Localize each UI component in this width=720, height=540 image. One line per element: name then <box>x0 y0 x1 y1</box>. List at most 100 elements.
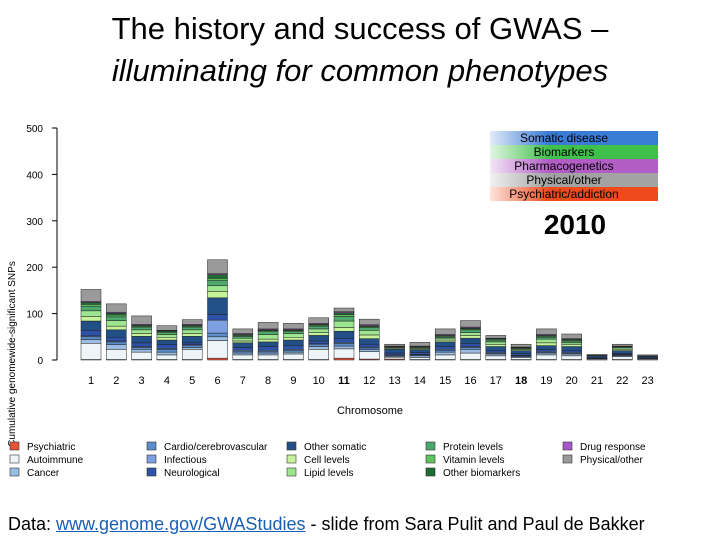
bar-segment <box>131 326 152 331</box>
bar-segment <box>384 349 405 354</box>
bar-chr-14 <box>409 342 431 361</box>
bar-segment <box>207 314 228 321</box>
bar-segment <box>283 323 304 330</box>
legend-swatch <box>146 454 157 464</box>
bar-segment <box>359 347 380 351</box>
x-tick-label: 16 <box>464 375 476 387</box>
bar-segment <box>536 349 557 352</box>
bar-segment <box>131 315 152 325</box>
slide-title: The history and success of GWAS – illumi… <box>0 8 720 92</box>
legend-swatch <box>146 441 157 451</box>
bar-chr-16 <box>460 320 481 361</box>
bar-segment <box>637 354 658 357</box>
title-line-2: illuminating for common phenotypes <box>111 53 609 88</box>
x-tick-label: 4 <box>164 375 170 387</box>
bar-segment <box>106 329 127 338</box>
bar-segment <box>359 334 380 339</box>
gwas-studies-link[interactable]: www.genome.gov/GWAStudies <box>56 514 306 534</box>
bar-segment <box>207 259 228 274</box>
bar-segment <box>333 338 355 343</box>
bar-segment <box>434 350 456 353</box>
legend-swatch <box>9 441 20 451</box>
bar-segment <box>536 352 557 356</box>
bar-segment <box>485 346 507 351</box>
bar-segment <box>308 344 329 347</box>
legend-label: Cancer <box>27 468 60 479</box>
key-label: Biomarkers <box>534 145 595 159</box>
bar-segment <box>460 347 481 350</box>
category-key: Somatic diseaseBiomarkersPharmacogenetic… <box>490 131 658 201</box>
bar-segment <box>333 343 355 347</box>
bar-segment <box>384 352 405 356</box>
bar-segment <box>106 325 127 331</box>
bar-segment <box>536 354 557 360</box>
bar-segment <box>561 344 582 347</box>
bar-segment <box>485 341 507 345</box>
bar-segment <box>460 332 481 336</box>
bar-segment <box>131 329 152 334</box>
bar-segment <box>156 339 178 345</box>
bar-chr-23 <box>637 354 658 361</box>
legend-label: Drug response <box>580 442 646 453</box>
bar-segment <box>434 337 456 341</box>
bar-segment <box>207 332 228 338</box>
bar-segment <box>80 289 102 302</box>
bar-segment <box>80 320 102 331</box>
bar-segment <box>106 349 127 360</box>
bar-segment <box>257 338 279 343</box>
bar-chr-3 <box>131 315 152 361</box>
bar-segment <box>308 340 329 345</box>
bar-segment <box>510 350 532 354</box>
gwas-chart: Cumulative genomewide-significant SNPs 0… <box>7 124 658 479</box>
y-tick-label: 100 <box>26 310 43 321</box>
bar-segment <box>106 312 127 316</box>
legend-label: Cell levels <box>304 455 350 466</box>
bar-segment <box>283 337 304 341</box>
x-tick-label: 13 <box>388 375 400 387</box>
y-axis: 0 100 200 300 400 500 <box>26 124 58 367</box>
legend-label: Protein levels <box>443 442 503 453</box>
bar-segment <box>536 338 557 344</box>
bar-segment <box>80 330 102 337</box>
bar-segment <box>333 316 355 322</box>
bar-segment <box>181 345 203 348</box>
bar-segment <box>384 356 405 360</box>
legend-swatch <box>425 467 436 477</box>
bar-chr-7 <box>232 328 254 361</box>
bar-segment <box>485 339 507 343</box>
bar-segment <box>561 346 582 351</box>
bar-chr-10 <box>308 317 329 361</box>
bar-segment <box>283 351 304 355</box>
bar-segment <box>156 344 178 349</box>
bar-segment <box>283 333 304 338</box>
y-tick-label: 300 <box>26 217 43 228</box>
bar-segment <box>156 332 178 335</box>
bar-segment <box>308 346 329 350</box>
x-axis-tick-labels: 1 2 3 4 5 6 7 8 9 10 11 12 13 14 15 16 17 18 19 20 21 22 23 <box>88 375 654 387</box>
legend-label: Other biomarkers <box>443 468 520 479</box>
bar-segment <box>207 297 228 315</box>
x-tick-label: 6 <box>214 375 220 387</box>
bar-segment <box>283 331 304 334</box>
x-tick-label: 18 <box>515 375 527 387</box>
key-label: Physical/other <box>526 173 601 187</box>
bar-chr-19 <box>536 328 557 361</box>
bar-segment <box>232 347 254 351</box>
bar-segment <box>156 354 178 360</box>
legend-label: Other somatic <box>304 442 366 453</box>
bar-segment <box>207 340 228 359</box>
bar-segment <box>434 328 456 335</box>
key-label: Somatic disease <box>520 131 608 145</box>
bar-chr-9 <box>283 323 304 361</box>
y-tick-label: 0 <box>37 356 43 367</box>
legend-label: Psychiatric <box>27 442 75 453</box>
bar-segment <box>333 357 355 361</box>
bar-segment <box>207 336 228 341</box>
bar-segment <box>434 346 456 350</box>
x-tick-label: 14 <box>414 375 426 387</box>
legend-swatch <box>425 454 436 464</box>
bar-segment <box>232 337 254 342</box>
bar-segment <box>257 322 279 330</box>
bar-segment <box>131 333 152 337</box>
legend: Psychiatric Autoimmune Cancer Cardio/cerebr… <box>9 441 646 479</box>
